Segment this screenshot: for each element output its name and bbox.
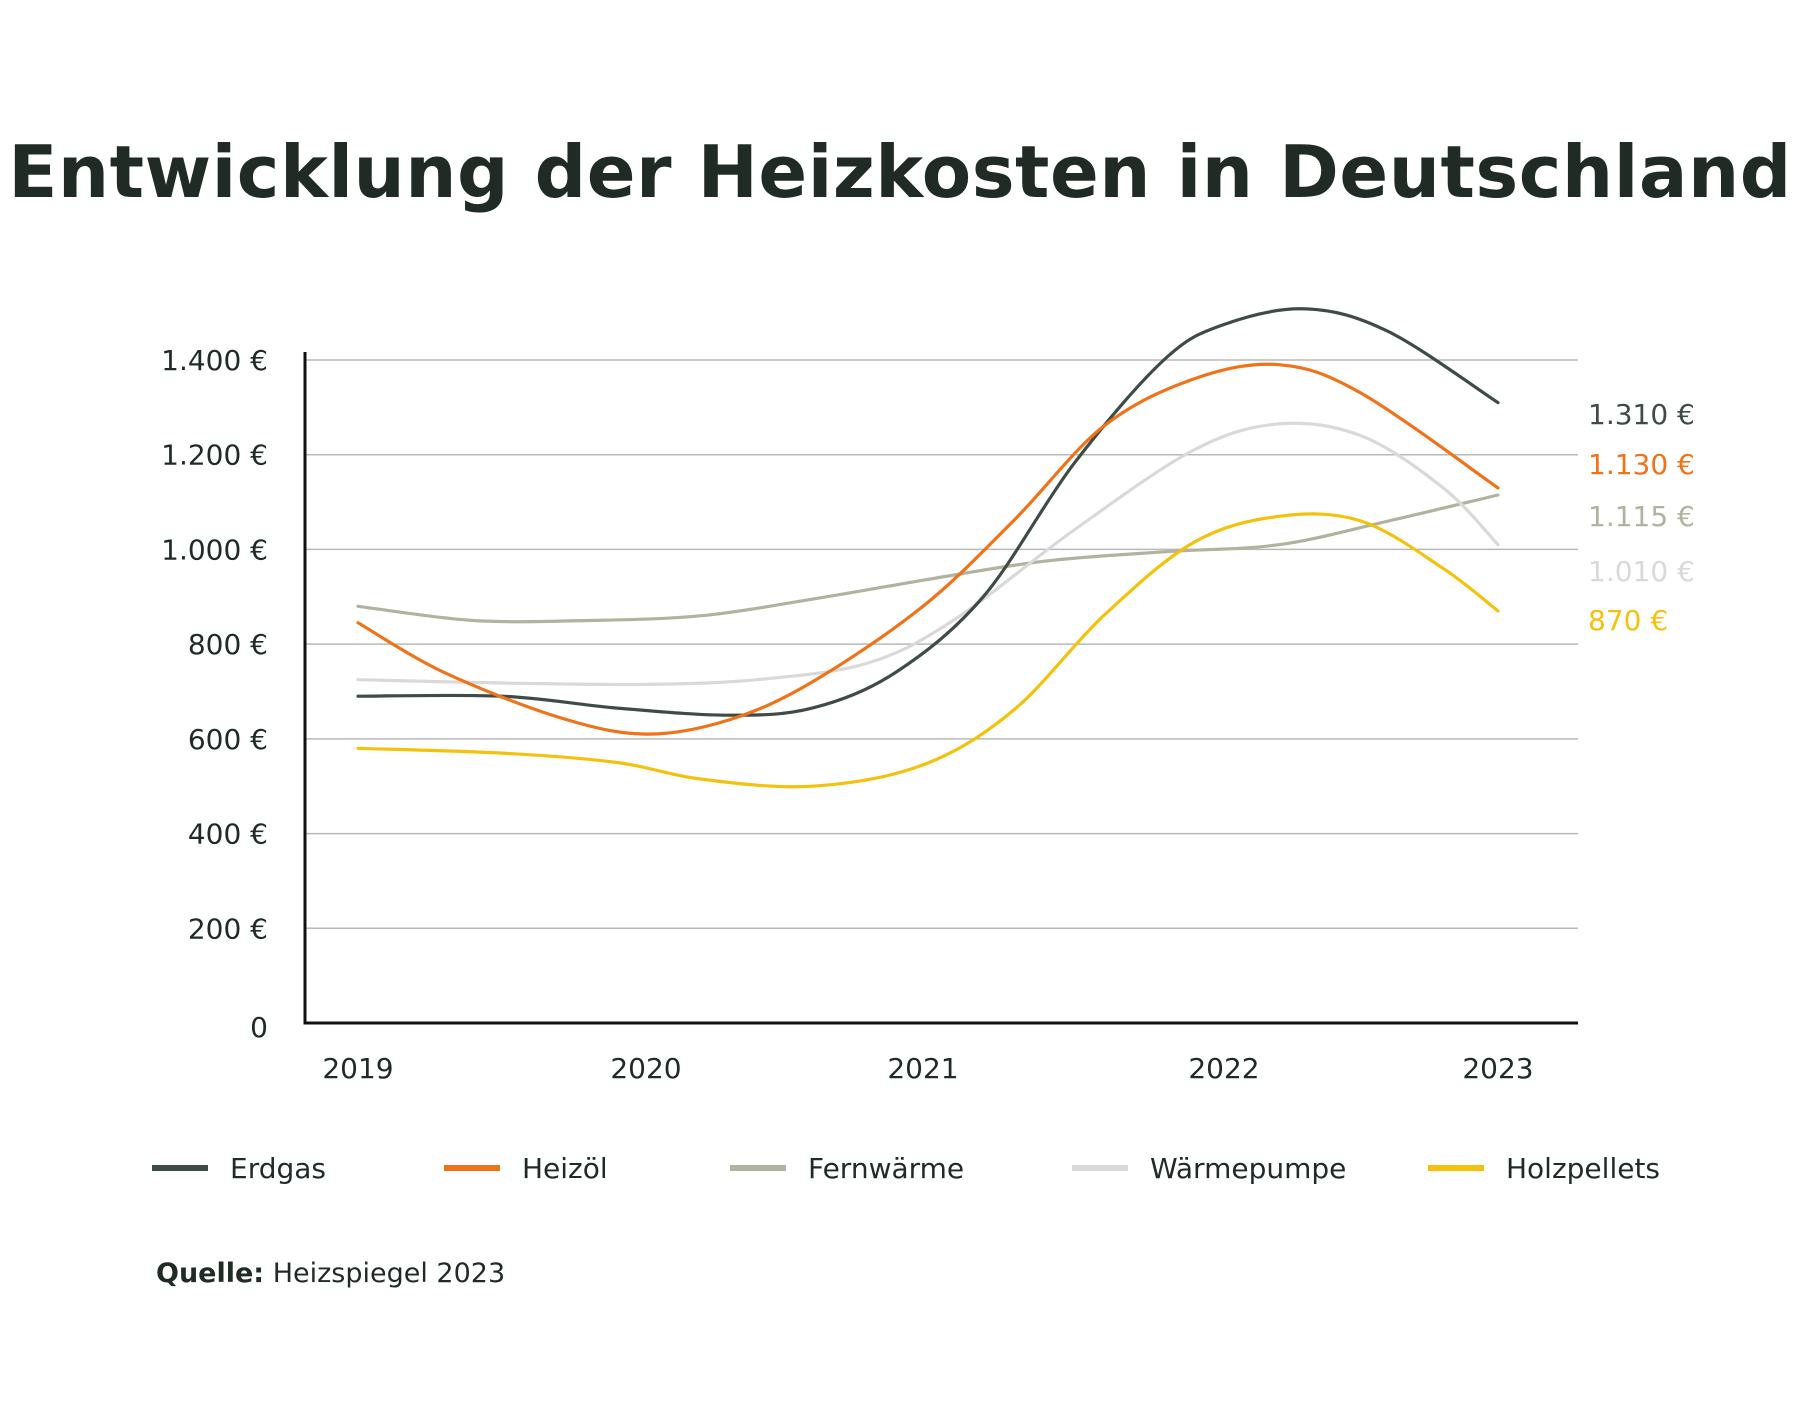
end-label-heizöl: 1.130 € <box>1588 448 1695 481</box>
legend-item-fernwärme: Fernwärme <box>730 1148 964 1188</box>
legend-item-holzpellets: Holzpellets <box>1428 1148 1660 1188</box>
legend-label: Holzpellets <box>1506 1151 1661 1185</box>
legend-item-wärmepumpe: Wärmepumpe <box>1072 1148 1346 1188</box>
y-tick-labels: 0 200 € 400 € 600 € 800 € 1.000 € 1.200 € 1.400… <box>161 344 268 1044</box>
x-tick-labels: 2019 2020 2021 2022 2023 <box>322 1052 1533 1085</box>
legend: Erdgas Heizöl Fernwärme Wärmepumpe Holzpelle… <box>152 1148 1672 1188</box>
y-tick-label: 1.400 € <box>161 344 268 377</box>
y-tick-label: 200 € <box>188 912 268 945</box>
legend-label: Wärmepumpe <box>1150 1151 1347 1185</box>
end-label-fernwärme: 1.115 € <box>1588 500 1695 533</box>
x-tick-label: 2023 <box>1462 1052 1533 1085</box>
legend-swatch <box>152 1165 208 1171</box>
end-label-erdgas: 1.310 € <box>1588 398 1695 431</box>
gridlines <box>305 359 1578 930</box>
legend-item-erdgas: Erdgas <box>152 1148 326 1188</box>
source-note: Quelle: Heizspiegel 2023 <box>156 1258 505 1289</box>
source-label: Quelle: <box>156 1258 265 1289</box>
x-tick-label: 2021 <box>887 1052 958 1085</box>
series-line-fernwärme <box>356 493 1500 624</box>
chart-title: Entwicklung der Heizkosten in Deutschlan… <box>8 130 1792 214</box>
x-tick-label: 2019 <box>322 1052 393 1085</box>
y-tick-label: 600 € <box>188 723 268 756</box>
series-line-heizöl <box>356 362 1500 736</box>
legend-item-heizöl: Heizöl <box>444 1148 608 1188</box>
end-value-labels: 1.310 € 1.130 € 1.115 € 1.010 € 870 € <box>1588 398 1695 637</box>
end-label-wärmepumpe: 1.010 € <box>1588 555 1695 588</box>
series-line-wärmepumpe <box>356 421 1500 687</box>
legend-swatch <box>1072 1165 1128 1171</box>
legend-label: Fernwärme <box>808 1151 965 1185</box>
x-tick-label: 2022 <box>1188 1052 1259 1085</box>
legend-label: Heizöl <box>522 1151 608 1185</box>
legend-label: Erdgas <box>230 1151 327 1185</box>
y-tick-label: 400 € <box>188 818 268 851</box>
series-line-erdgas <box>356 307 1500 717</box>
series-lines <box>356 307 1500 789</box>
y-tick-label: 800 € <box>188 628 268 661</box>
x-tick-label: 2020 <box>610 1052 681 1085</box>
end-label-holzpellets: 870 € <box>1588 604 1668 637</box>
y-tick-label: 1.000 € <box>161 533 268 566</box>
axes <box>303 352 1578 1025</box>
source-text: Heizspiegel 2023 <box>264 1258 506 1289</box>
y-tick-label: 0 <box>250 1011 268 1044</box>
legend-swatch <box>444 1165 500 1171</box>
legend-swatch <box>1428 1165 1484 1171</box>
legend-swatch <box>730 1165 786 1171</box>
y-tick-label: 1.200 € <box>161 439 268 472</box>
series-line-holzpellets <box>356 512 1500 789</box>
